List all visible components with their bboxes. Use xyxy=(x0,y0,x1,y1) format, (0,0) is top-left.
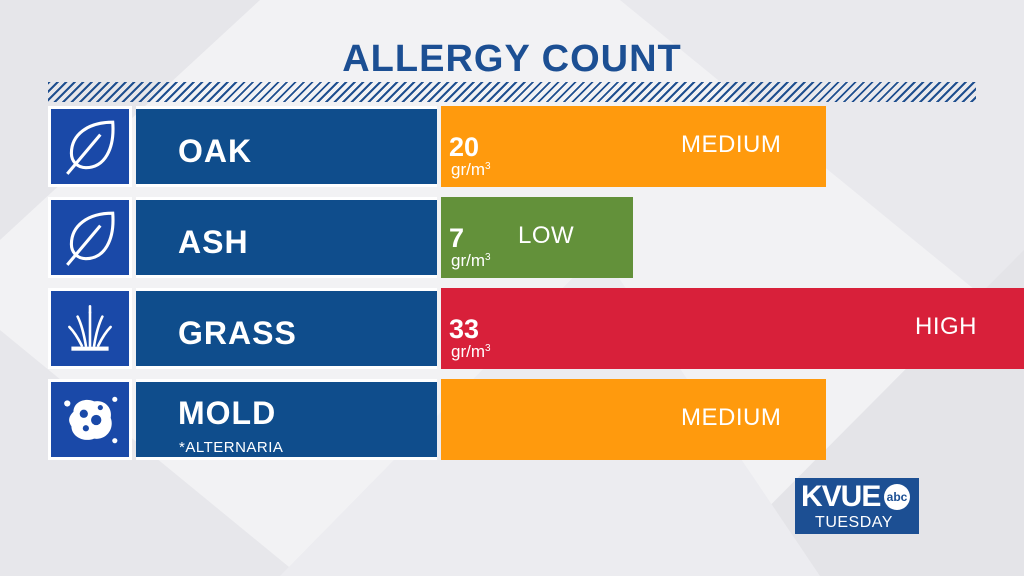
title-divider xyxy=(48,82,976,102)
level-bar: 20 gr/m3 MEDIUM xyxy=(441,106,826,187)
name-box: ASH xyxy=(136,197,437,278)
pollen-value: 33 xyxy=(449,314,480,344)
allergen-name: MOLD xyxy=(178,395,277,431)
name-box: GRASS xyxy=(136,288,437,369)
pollen-value: 20 xyxy=(449,132,480,162)
abc-logo-icon: abc xyxy=(884,484,910,510)
level-label: MEDIUM xyxy=(681,131,782,158)
name-box: OAK xyxy=(136,106,437,187)
icon-box xyxy=(48,379,132,460)
leaf-icon xyxy=(66,211,115,266)
pollen-value: 7 xyxy=(449,223,465,253)
day-label: TUESDAY xyxy=(815,514,893,531)
name-box: MOLD *ALTERNARIA xyxy=(136,379,437,460)
icon-box xyxy=(48,288,132,369)
allergen-name: OAK xyxy=(178,133,253,169)
level-label: LOW xyxy=(518,222,575,249)
unit-label: gr/m3 xyxy=(451,160,491,179)
page-title: ALLERGY COUNT xyxy=(342,38,682,80)
icon-box xyxy=(48,197,132,278)
unit-label: gr/m3 xyxy=(451,342,491,361)
allergen-subtitle: *ALTERNARIA xyxy=(179,439,284,456)
unit-label: gr/m3 xyxy=(451,251,491,270)
kvue-abc-logo: KVUE abc TUESDAY xyxy=(795,478,919,534)
leaf-icon xyxy=(66,120,115,175)
allergen-name: GRASS xyxy=(178,315,297,351)
level-label: MEDIUM xyxy=(681,404,782,431)
mold-spore-icon xyxy=(64,396,118,443)
level-label: HIGH xyxy=(915,313,977,340)
allergen-name: ASH xyxy=(178,224,249,260)
station-logo-text: KVUE xyxy=(801,480,881,513)
level-bar: MEDIUM xyxy=(441,379,826,460)
level-bar: 33 gr/m3 HIGH xyxy=(441,288,1024,369)
grass-icon xyxy=(68,304,112,351)
level-bar: 7 gr/m3 LOW xyxy=(441,197,633,278)
icon-box xyxy=(48,106,132,187)
